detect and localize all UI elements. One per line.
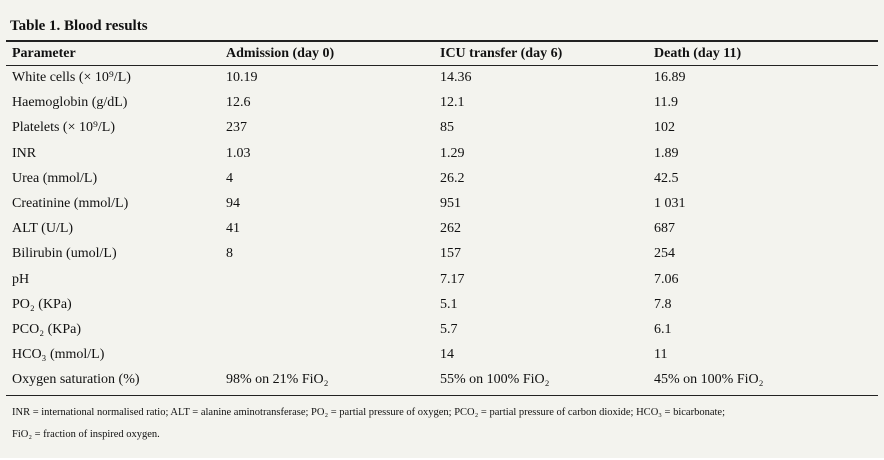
table-cell: 11 — [654, 347, 668, 363]
table-title: Table 1. Blood results — [10, 18, 148, 34]
table-cell: 157 — [440, 246, 461, 262]
table-cell: Bilirubin (umol/L) — [12, 246, 117, 262]
table-cell: 7.06 — [654, 271, 679, 287]
table-cell: 5.7 — [440, 322, 458, 337]
table-cell: Oxygen saturation (%) — [12, 372, 140, 388]
table-cell: 1.29 — [440, 145, 465, 161]
table-cell: 98% on 21% FiO₂ — [226, 372, 329, 388]
table-cell: 45% on 100% FiO₂ — [654, 372, 764, 388]
table-cell: 94 — [226, 196, 240, 211]
table-cell: Platelets (× 10⁹/L) — [12, 120, 115, 136]
table-cell: 1.03 — [226, 145, 251, 161]
table-cell: 687 — [654, 221, 675, 237]
rule — [6, 395, 878, 396]
table-cell: 12.1 — [440, 95, 465, 111]
table-cell: 6.1 — [654, 322, 672, 337]
table-cell: PO₂ (KPa) — [12, 296, 72, 312]
table-cell: 951 — [440, 196, 461, 211]
table-cell: 41 — [226, 221, 240, 237]
table-cell: 262 — [440, 221, 461, 237]
column-header: Parameter — [12, 46, 76, 61]
rule — [6, 40, 878, 42]
table-cell: HCO₃ (mmol/L) — [12, 347, 105, 363]
table-cell: PCO₂ (KPa) — [12, 322, 82, 337]
column-header: Admission (day 0) — [226, 46, 335, 61]
table-cell: 102 — [654, 120, 675, 136]
footnote: FiO₂ = fraction of inspired oxygen. — [12, 429, 160, 440]
table-cell: 5.1 — [440, 296, 458, 312]
table-cell: 10.19 — [226, 70, 258, 85]
table-cell: INR — [12, 145, 37, 161]
table-cell: 1 031 — [654, 196, 686, 211]
table-cell: 7.8 — [654, 296, 672, 312]
table-cell: 8 — [226, 246, 233, 262]
table-cell: 14.36 — [440, 70, 472, 85]
table-cell: 14 — [440, 347, 454, 363]
table-cell: 42.5 — [654, 170, 679, 186]
table-cell: pH — [12, 271, 30, 287]
table-cell: ALT (U/L) — [12, 221, 74, 237]
table-cell: 1.89 — [654, 145, 679, 161]
table-cell: 254 — [654, 246, 675, 262]
column-header: ICU transfer (day 6) — [440, 46, 563, 61]
table-cell: White cells (× 10⁹/L) — [12, 70, 131, 85]
table-cell: 7.17 — [440, 271, 465, 287]
column-header: Death (day 11) — [654, 46, 742, 61]
table-cell: 4 — [226, 170, 233, 186]
table-cell: 237 — [226, 120, 247, 136]
table-cell: 85 — [440, 120, 454, 136]
footnote: INR = international normalised ratio; AL… — [12, 407, 725, 418]
table-cell: Urea (mmol/L) — [12, 170, 98, 186]
table-cell: 26.2 — [440, 170, 465, 186]
table-cell: Creatinine (mmol/L) — [12, 196, 129, 211]
table-cell: Haemoglobin (g/dL) — [12, 95, 128, 111]
table-cell: 12.6 — [226, 95, 251, 111]
table-cell: 16.89 — [654, 70, 686, 85]
table-cell: 11.9 — [654, 95, 678, 111]
rule — [6, 65, 878, 66]
table-cell: 55% on 100% FiO₂ — [440, 372, 550, 388]
